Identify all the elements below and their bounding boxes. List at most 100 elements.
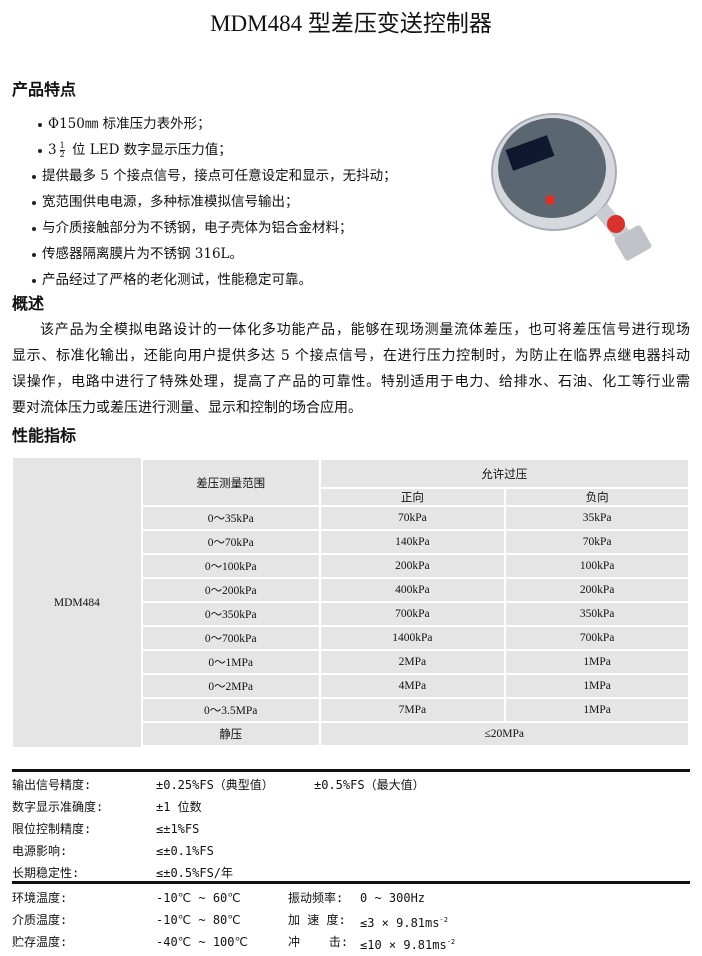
forward-cell: 1400kPa [318, 625, 507, 651]
page-title: MDM484 型差压变送控制器 [210, 11, 492, 36]
bullet-icon [32, 200, 36, 205]
bullet-icon [32, 252, 36, 257]
env-label-2: 冲 击: [288, 935, 349, 949]
forward-cell: 400kPa [318, 577, 507, 603]
exponent: -2 [439, 916, 448, 924]
range-cell: 0～70kPa [140, 529, 321, 555]
range-cell: 0～35kPa [140, 505, 321, 531]
divider [12, 769, 690, 772]
feature-text: 位 LED 数字显示压力值； [67, 142, 232, 158]
feature-item: Φ150㎜ 标准压力表外形； [38, 111, 211, 137]
overview-line: 误操作，电路中进行了特殊处理，提高了产品的可靠性。特别适用于电力、给排水、石油、… [12, 374, 690, 390]
feature-text: Φ150㎜ 标准压力表外形； [48, 116, 211, 132]
reverse-cell: 70kPa [504, 529, 690, 555]
feature-text: 与介质接触部分为不锈钢，电子壳体为铝合金材料； [42, 220, 353, 236]
table-row: 0～35kPa 70kPa 35kPa [13, 505, 690, 531]
features-heading: 产品特点 [12, 80, 77, 99]
range-cell: 0～350kPa [140, 601, 321, 627]
reverse-cell: 1MPa [504, 697, 690, 723]
reverse-header: 负向 [504, 487, 690, 507]
spec-label: 电源影响: [12, 844, 68, 858]
env-label: 贮存温度: [12, 935, 68, 949]
overview-heading: 概述 [12, 294, 45, 313]
table-row: 0～350kPa 700kPa 350kPa [13, 601, 690, 627]
table-subheader-row: 正向 负向 [13, 487, 690, 507]
forward-cell: 7MPa [318, 697, 507, 723]
fraction-numerator: 1 [59, 141, 65, 151]
table-row: 0～100kPa 200kPa 100kPa [13, 553, 690, 579]
range-cell: 0～200kPa [140, 577, 321, 603]
bullet-icon [32, 226, 36, 231]
table-row: 0～70kPa 140kPa 70kPa [13, 529, 690, 555]
env-label-2: 加 速 度: [288, 913, 346, 927]
bullet-icon [38, 122, 42, 127]
reverse-cell: 35kPa [504, 505, 690, 531]
static-value: ≤20MPa [318, 721, 691, 747]
range-cell: 0～2MPa [140, 673, 321, 699]
performance-heading: 性能指标 [12, 426, 77, 445]
env-value-2-text: ≤10 × 9.81ms [360, 938, 447, 952]
table-row: 0～3.5MPa 7MPa 1MPa [13, 697, 690, 723]
overview-line: 要对流体压力或差压进行测量、显示和控制的场合应用。 [12, 400, 362, 416]
spec-value: ≤±1%FS [156, 822, 200, 836]
forward-cell: 70kPa [318, 505, 507, 531]
forward-cell: 4MPa [318, 673, 507, 699]
env-label: 环境温度: [12, 891, 68, 905]
bullet-icon [38, 148, 42, 153]
env-value-2-text: 0 ~ 300Hz [360, 891, 426, 905]
spec-value: ≤±0.5%FS/年 [156, 866, 234, 880]
table-row: 0～2MPa 4MPa 1MPa [13, 673, 690, 699]
table-header-row: MDM484 差压测量范围 允许过压 [13, 458, 691, 746]
range-cell: 0～1MPa [140, 649, 321, 675]
fraction-denominator: 2 [59, 150, 65, 159]
overview-line: 该产品为全模拟电路设计的一体化多功能产品，能够在现场测量流体差压，也可将差压信号… [40, 322, 690, 338]
overpressure-header: 允许过压 [318, 458, 691, 489]
spec-value: ≤±0.1%FS [156, 844, 214, 858]
product-photo [491, 113, 652, 261]
feature-text: 传感器隔离膜片为不锈钢 316L。 [42, 246, 244, 262]
reverse-cell: 350kPa [504, 601, 690, 627]
static-label: 静压 [140, 721, 321, 747]
feature-item: 宽范围供电电源，多种标准模拟信号输出； [32, 189, 299, 215]
env-value-2: ≤10 × 9.81ms-2 [360, 931, 455, 953]
env-label: 介质温度: [12, 913, 68, 927]
feature-item: 传感器隔离膜片为不锈钢 316L。 [32, 241, 243, 267]
range-cell: 0～700kPa [140, 625, 321, 651]
forward-header: 正向 [318, 487, 507, 507]
feature-item: 与介质接触部分为不锈钢，电子壳体为铝合金材料； [32, 215, 353, 241]
forward-cell: 200kPa [318, 553, 507, 579]
bullet-icon [32, 174, 36, 179]
spec-value-max: ±0.5%FS（最大值） [314, 778, 425, 792]
table-row: 0～700kPa 1400kPa 700kPa [13, 625, 690, 651]
env-value: -10℃ ~ 60℃ [156, 891, 241, 905]
spec-label: 长期稳定性: [12, 866, 80, 880]
reverse-cell: 700kPa [504, 625, 690, 651]
feature-text: 产品经过了严格的老化测试，性能稳定可靠。 [42, 272, 312, 288]
model-cell: MDM484 [13, 459, 143, 746]
overview-line: 显示、标准化输出，还能向用户提供多达 5 个接点信号，在进行压力控制时，为防止在… [12, 348, 690, 364]
env-value-2: 0 ~ 300Hz [360, 887, 425, 909]
range-cell: 0～100kPa [140, 553, 321, 579]
reverse-cell: 200kPa [504, 577, 690, 603]
env-value: -40℃ ~ 100℃ [156, 935, 248, 949]
forward-cell: 700kPa [318, 601, 507, 627]
reverse-cell: 1MPa [504, 673, 690, 699]
spec-label: 数字显示准确度: [12, 800, 104, 814]
table-row: 0～1MPa 2MPa 1MPa [13, 649, 690, 675]
static-pressure-row: 静压 ≤20MPa [13, 721, 691, 747]
feature-prefix: 3 [48, 142, 57, 158]
spec-label: 限位控制精度: [12, 822, 92, 836]
env-value-2: ≤3 × 9.81ms-2 [360, 909, 448, 931]
bullet-icon [32, 278, 36, 283]
divider [12, 881, 690, 884]
spec-label: 输出信号精度: [12, 778, 92, 792]
reverse-cell: 100kPa [504, 553, 690, 579]
env-value: -10℃ ~ 80℃ [156, 913, 241, 927]
spec-value: ±1 位数 [156, 800, 202, 814]
feature-item: 提供最多 5 个接点信号，接点可任意设定和显示，无抖动； [32, 163, 397, 189]
forward-cell: 2MPa [318, 649, 507, 675]
feature-text: 提供最多 5 个接点信号，接点可任意设定和显示，无抖动； [42, 168, 397, 184]
spec-value: ±0.25%FS（典型值） [156, 778, 274, 792]
